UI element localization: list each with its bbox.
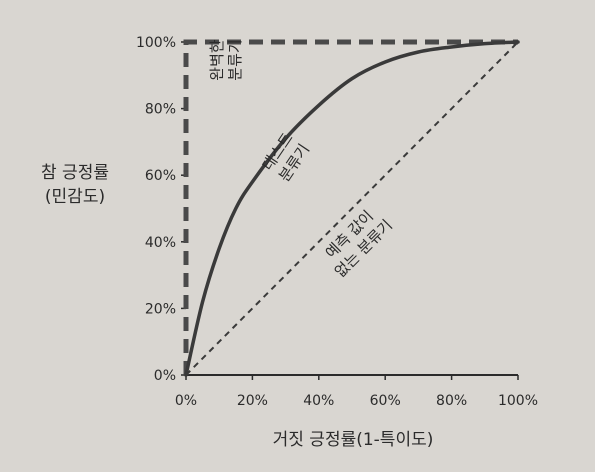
series-3-line — [185, 41, 519, 376]
plot-area: 0% 20% 40% 60% 80% 100% 0% 20% 40% 60% 80% 100% 완벽한분… — [136, 35, 538, 409]
x-tick-label: 60% — [370, 393, 401, 409]
series-2-line — [184, 40, 520, 377]
x-tick-label: 100% — [498, 393, 538, 409]
y-tick-label: 40% — [145, 235, 176, 251]
x-tick-label: 40% — [303, 393, 334, 409]
y-axis-title-line-1: 참 긍정률 — [41, 163, 109, 183]
x-tick-label: 0% — [175, 393, 197, 409]
annotation-label: 완벽한분류기 — [208, 39, 244, 81]
y-axis-title-line-2: (민감도) — [45, 187, 105, 207]
y-tick-label: 80% — [145, 102, 176, 118]
y-tick-label: 100% — [136, 35, 176, 51]
annotation-line: 분류기 — [226, 39, 244, 80]
series-1-line — [183, 39, 518, 375]
x-axis-title: 거짓 긍정률(1-특이도) — [273, 430, 434, 450]
y-tick-label: 0% — [154, 368, 176, 384]
y-tick-label: 20% — [145, 301, 176, 317]
annotation-line: 완벽한 — [208, 39, 226, 81]
x-tick-label: 80% — [436, 393, 467, 409]
x-tick-label: 20% — [237, 393, 268, 409]
y-tick-label: 60% — [145, 168, 176, 184]
